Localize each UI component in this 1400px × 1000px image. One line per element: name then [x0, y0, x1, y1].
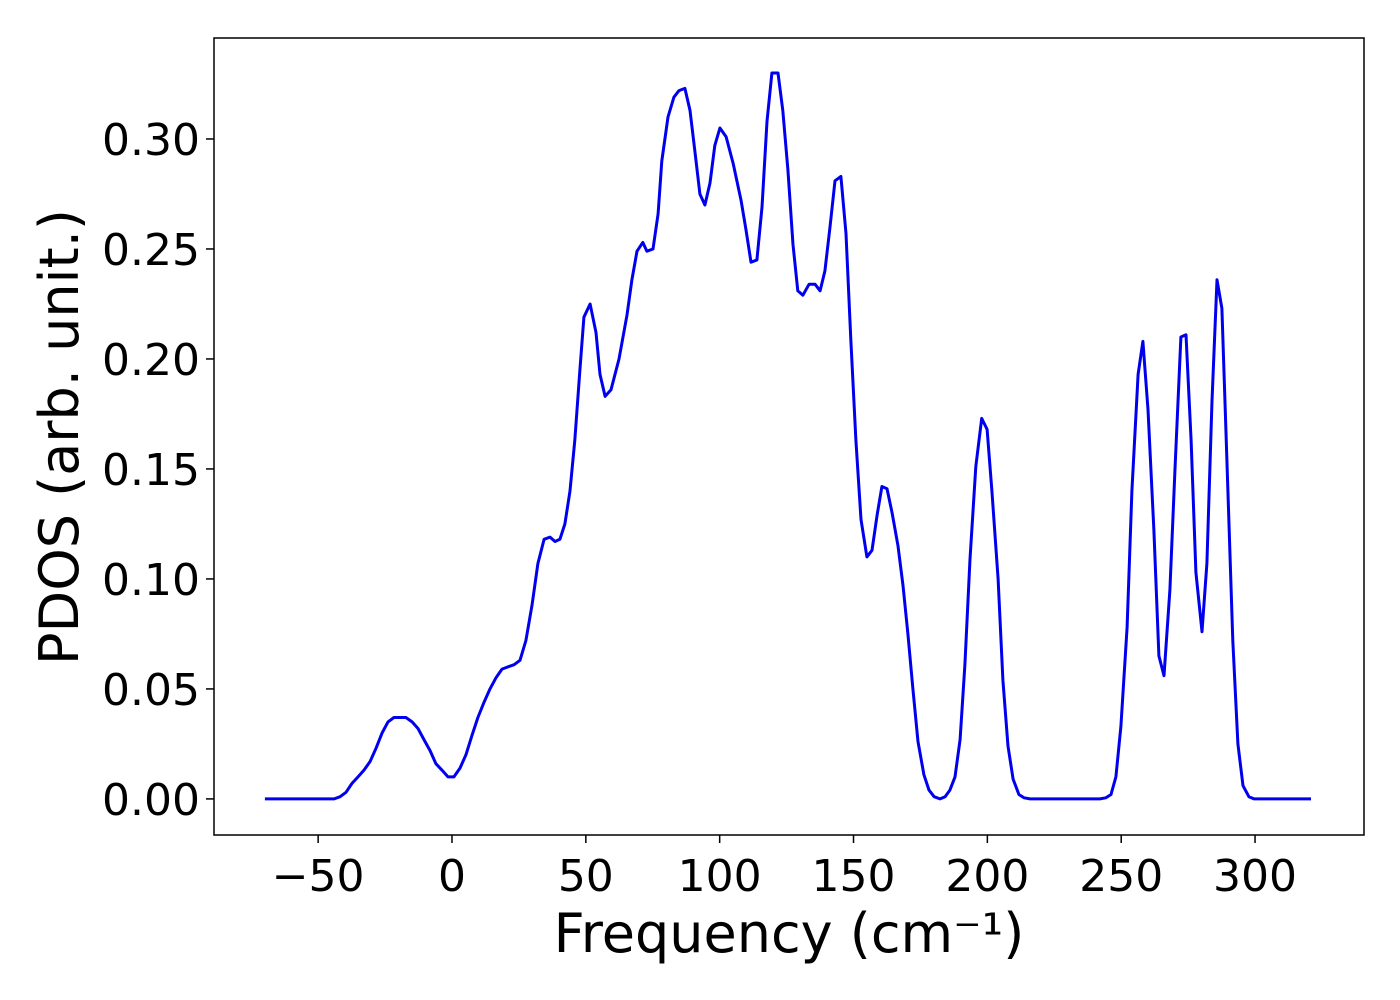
y-tick-label: 0.25: [102, 225, 200, 276]
x-tick-label: 300: [1213, 851, 1297, 902]
x-tick-label: 250: [1079, 851, 1163, 902]
plot-frame: [213, 37, 1365, 836]
y-tick-label: 0.00: [102, 775, 200, 826]
x-tick-label: 0: [438, 851, 466, 902]
y-axis-label: PDOS (arb. unit.): [28, 209, 91, 665]
x-tick-label: 150: [812, 851, 896, 902]
x-tick-label: 100: [678, 851, 762, 902]
y-tick-label: 0.30: [102, 115, 200, 166]
y-tick-label: 0.05: [102, 665, 200, 716]
pdos-line: [264, 71, 1311, 801]
x-tick-label: −50: [272, 851, 365, 902]
x-tick-label: 200: [945, 851, 1029, 902]
y-tick-label: 0.20: [102, 335, 200, 386]
y-tick-label: 0.10: [102, 555, 200, 606]
x-tick-label: 50: [558, 851, 614, 902]
x-axis-label: Frequency (cm⁻¹): [554, 902, 1025, 965]
y-tick-label: 0.15: [102, 445, 200, 496]
